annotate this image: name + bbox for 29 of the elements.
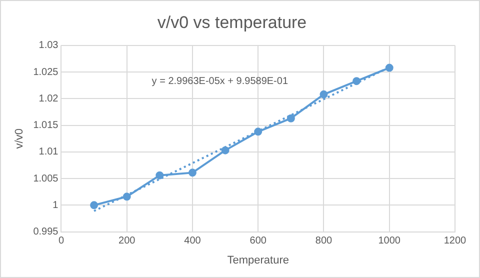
x-axis-title: Temperature [227,254,289,266]
x-tick-label: 0 [58,236,64,247]
point [188,168,196,177]
point [90,201,98,210]
x-tick-label: 800 [315,236,333,247]
y-tick-label: 1.02 [38,93,59,104]
x-tick-label: 200 [118,236,136,247]
x-tick-label: 1000 [378,236,401,247]
x-tick-label: 600 [250,236,267,247]
point [385,64,394,72]
point [286,114,295,122]
point [352,77,361,86]
y-tick-label: 1.005 [33,173,59,184]
x-tick-label: 1200 [444,236,467,247]
point [320,90,328,98]
chart-title: v/v0 vs temperature [157,12,307,32]
point [221,146,230,154]
y-tick-label: 1.015 [33,120,59,132]
y-tick-label: 0.995 [33,226,59,238]
x-tick-label: 400 [184,236,202,247]
annotation: y = 2.9963E-05x + 9.9589E-01 [152,76,288,88]
y-tick-label: 1.03 [38,40,59,52]
y-tick-label: 1 [52,200,59,211]
y-tick-label: 1.01 [38,146,59,158]
point [122,192,131,201]
y-tick-label: 1.025 [33,66,59,78]
point [254,128,262,136]
y-axis-title: v/v0 [14,128,26,149]
point [156,171,164,180]
